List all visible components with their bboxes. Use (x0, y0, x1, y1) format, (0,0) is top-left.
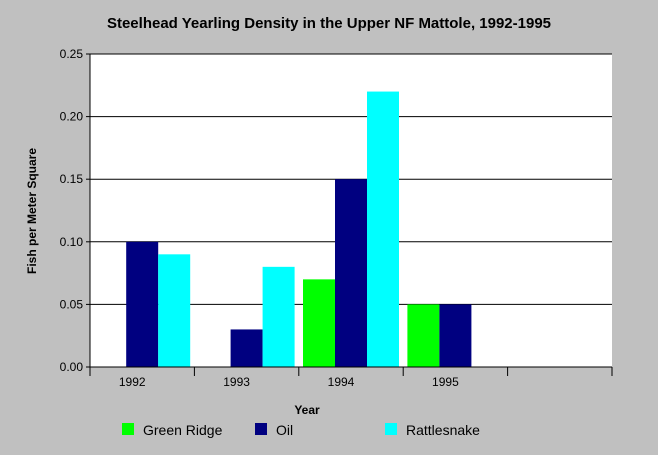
y-tick-label: 0.15 (60, 172, 84, 186)
bar-green-ridge-1995 (407, 304, 440, 367)
legend-swatch-green-ridge (122, 423, 134, 435)
bar-rattlesnake-1993 (262, 266, 295, 367)
bar-rattlesnake-1992 (158, 254, 191, 367)
legend-swatch-oil (255, 423, 267, 435)
bar-oil-1993 (230, 329, 263, 367)
bar-oil-1995 (439, 304, 472, 367)
y-tick-label: 0.00 (60, 360, 84, 374)
legend-label-oil: Oil (276, 422, 293, 438)
x-tick-label: 1995 (432, 375, 459, 389)
y-tick-label: 0.25 (60, 47, 84, 61)
x-axis-label: Year (294, 403, 320, 417)
legend-label-rattlesnake: Rattlesnake (406, 422, 480, 438)
bars (126, 91, 472, 367)
chart-title: Steelhead Yearling Density in the Upper … (107, 15, 551, 32)
x-tick-label: 1994 (328, 375, 355, 389)
legend-label-green-ridge: Green Ridge (143, 422, 223, 438)
axes (86, 53, 613, 376)
y-tick-label: 0.10 (60, 235, 84, 249)
bar-oil-1994 (335, 179, 367, 367)
bar-oil-1992 (126, 241, 159, 367)
legend: Green Ridge Oil Rattlesnake (122, 422, 480, 438)
x-tick-label: 1993 (223, 375, 250, 389)
y-axis-label: Fish per Meter Square (25, 148, 39, 274)
x-tick-labels: 1992 1993 1994 1995 (119, 375, 459, 389)
bar-green-ridge-1994 (303, 279, 335, 367)
legend-swatch-rattlesnake (385, 423, 397, 435)
bar-rattlesnake-1994 (367, 91, 399, 367)
y-tick-labels: 0.00 0.05 0.10 0.15 0.20 0.25 (60, 47, 84, 374)
y-tick-label: 0.05 (60, 297, 84, 311)
y-tick-label: 0.20 (60, 110, 84, 124)
x-tick-label: 1992 (119, 375, 146, 389)
